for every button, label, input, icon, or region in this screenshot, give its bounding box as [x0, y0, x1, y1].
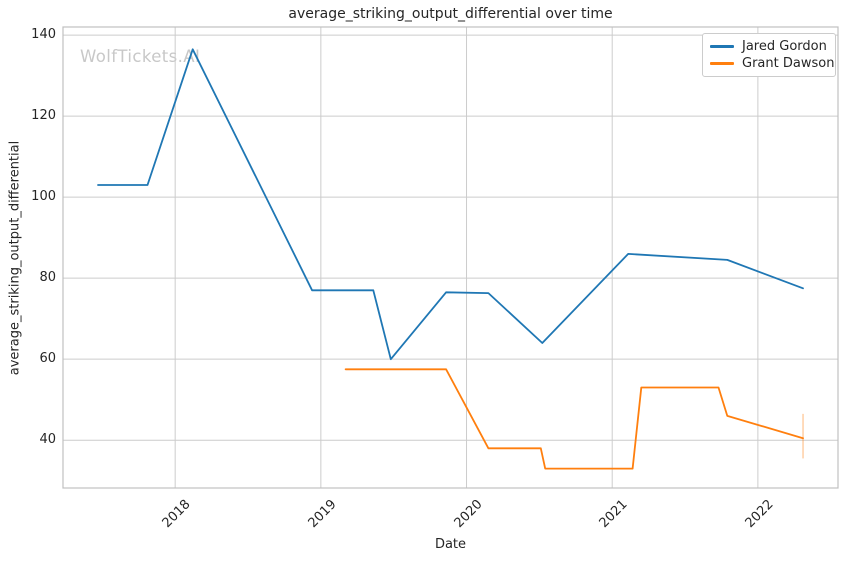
legend-item-jared-gordon: Jared Gordon	[710, 39, 827, 54]
y-tick-label: 80	[39, 270, 56, 286]
legend: Jared Gordon Grant Dawson	[702, 33, 836, 77]
y-tick-label: 40	[39, 432, 56, 448]
chart-title: average_striking_output_differential ove…	[288, 6, 613, 22]
y-tick-label: 60	[39, 351, 56, 367]
legend-line-swatch-orange	[710, 62, 734, 65]
legend-item-grant-dawson: Grant Dawson	[710, 56, 834, 71]
y-tick-label: 100	[31, 189, 56, 205]
plot-border	[62, 26, 839, 489]
y-tick-label: 140	[31, 27, 56, 43]
watermark-text: WolfTickets.AI	[80, 47, 201, 66]
y-axis-label: average_striking_output_differential	[7, 140, 23, 376]
y-tick-label: 120	[31, 108, 56, 124]
legend-label-grant-dawson: Grant Dawson	[742, 56, 835, 71]
x-axis-label: Date	[434, 537, 467, 552]
series-line-grant-dawson	[344, 368, 804, 470]
series-line-jared-gordon	[97, 48, 804, 361]
legend-line-swatch-blue	[710, 45, 734, 48]
legend-label-jared-gordon: Jared Gordon	[742, 39, 827, 54]
